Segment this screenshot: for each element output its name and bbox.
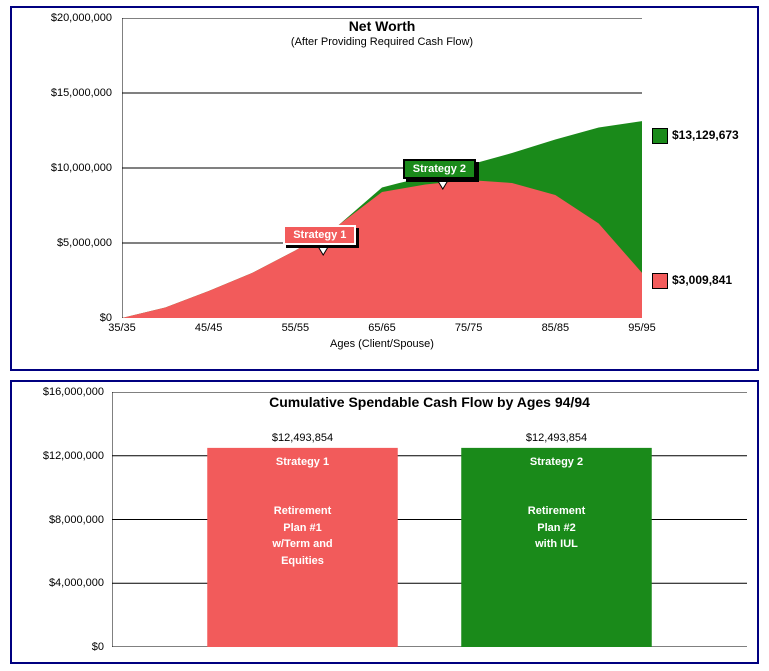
bar-value-label: $12,493,854 <box>207 432 398 444</box>
net-worth-chart <box>122 18 642 318</box>
y-tick-label: $4,000,000 <box>24 577 104 589</box>
x-tick-label: 45/45 <box>184 322 234 334</box>
y-tick-label: $8,000,000 <box>24 514 104 526</box>
y-tick-label: $15,000,000 <box>32 87 112 99</box>
bar-description: Strategy 2RetirementPlan #2with IUL <box>461 454 652 553</box>
x-tick-label: 65/65 <box>357 322 407 334</box>
x-tick-label: 55/55 <box>270 322 320 334</box>
y-tick-label: $16,000,000 <box>24 386 104 398</box>
x-tick-label: 85/85 <box>530 322 580 334</box>
y-tick-label: $20,000,000 <box>32 12 112 24</box>
legend-value: $13,129,673 <box>672 128 739 142</box>
callout-label: Strategy 2 <box>403 159 476 179</box>
y-tick-label: $10,000,000 <box>32 162 112 174</box>
bar-value-label: $12,493,854 <box>461 432 652 444</box>
x-tick-label: 95/95 <box>617 322 667 334</box>
y-tick-label: $0 <box>24 641 104 653</box>
cash-flow-panel: Cumulative Spendable Cash Flow by Ages 9… <box>10 380 759 664</box>
legend-swatch <box>652 128 668 144</box>
y-tick-label: $12,000,000 <box>24 450 104 462</box>
y-tick-label: $5,000,000 <box>32 237 112 249</box>
x-tick-label: 35/35 <box>97 322 147 334</box>
legend-value: $3,009,841 <box>672 273 732 287</box>
callout-label: Strategy 1 <box>283 225 356 245</box>
bar-description: Strategy 1RetirementPlan #1w/Term andEqu… <box>207 454 398 570</box>
x-tick-label: 75/75 <box>444 322 494 334</box>
legend-swatch <box>652 273 668 289</box>
net-worth-panel: Net Worth (After Providing Required Cash… <box>10 6 759 371</box>
x-axis-label: Ages (Client/Spouse) <box>122 338 642 350</box>
